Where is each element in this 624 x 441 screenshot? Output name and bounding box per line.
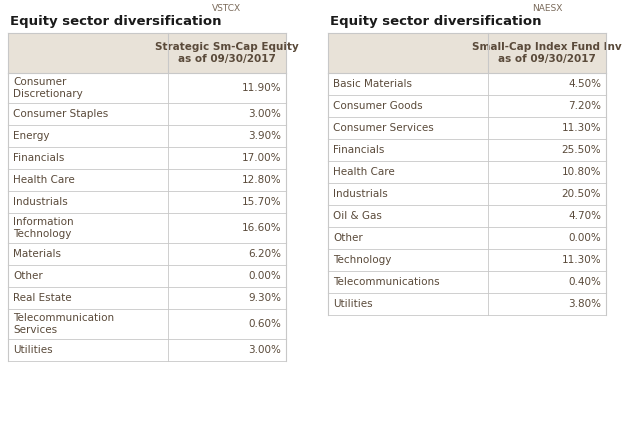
Text: Consumer
Discretionary: Consumer Discretionary — [13, 77, 83, 99]
Text: 3.00%: 3.00% — [248, 345, 281, 355]
Text: Basic Materials: Basic Materials — [333, 79, 412, 89]
Text: Technology: Technology — [333, 255, 391, 265]
Text: Telecommunications: Telecommunications — [333, 277, 440, 287]
Text: 10.80%: 10.80% — [562, 167, 601, 177]
Text: Energy: Energy — [13, 131, 49, 141]
Text: 0.40%: 0.40% — [568, 277, 601, 287]
Text: 11.30%: 11.30% — [562, 123, 601, 133]
Text: Small-Cap Index Fund Inv
as of 09/30/2017: Small-Cap Index Fund Inv as of 09/30/201… — [472, 42, 622, 64]
Text: Health Care: Health Care — [333, 167, 395, 177]
Text: 16.60%: 16.60% — [241, 223, 281, 233]
Text: 0.00%: 0.00% — [568, 233, 601, 243]
Text: Equity sector diversification: Equity sector diversification — [330, 15, 542, 28]
Text: Real Estate: Real Estate — [13, 293, 72, 303]
Text: Materials: Materials — [13, 249, 61, 259]
Text: 25.50%: 25.50% — [562, 145, 601, 155]
Text: Industrials: Industrials — [13, 197, 68, 207]
Text: Utilities: Utilities — [333, 299, 373, 309]
Text: 4.50%: 4.50% — [568, 79, 601, 89]
Text: Equity sector diversification: Equity sector diversification — [10, 15, 222, 28]
Text: 12.80%: 12.80% — [241, 175, 281, 185]
Bar — [328, 33, 606, 73]
Text: 11.30%: 11.30% — [562, 255, 601, 265]
Text: 0.60%: 0.60% — [248, 319, 281, 329]
Text: 0.00%: 0.00% — [248, 271, 281, 281]
Text: 6.20%: 6.20% — [248, 249, 281, 259]
Text: 11.90%: 11.90% — [241, 83, 281, 93]
Text: Oil & Gas: Oil & Gas — [333, 211, 382, 221]
Text: Information
Technology: Information Technology — [13, 217, 74, 239]
Text: Consumer Services: Consumer Services — [333, 123, 434, 133]
Text: Telecommunication
Services: Telecommunication Services — [13, 313, 114, 335]
Text: Industrials: Industrials — [333, 189, 388, 199]
Text: Utilities: Utilities — [13, 345, 52, 355]
Text: Other: Other — [13, 271, 43, 281]
Text: Financials: Financials — [13, 153, 64, 163]
Text: Other: Other — [333, 233, 363, 243]
Text: 3.00%: 3.00% — [248, 109, 281, 119]
Text: Financials: Financials — [333, 145, 384, 155]
Text: Consumer Staples: Consumer Staples — [13, 109, 108, 119]
Text: Health Care: Health Care — [13, 175, 75, 185]
Text: 4.70%: 4.70% — [568, 211, 601, 221]
Bar — [8, 33, 286, 73]
Text: Consumer Goods: Consumer Goods — [333, 101, 422, 111]
Text: Strategic Sm-Cap Equity
as of 09/30/2017: Strategic Sm-Cap Equity as of 09/30/2017 — [155, 42, 299, 64]
Text: VSTCX: VSTCX — [212, 4, 241, 13]
Text: 15.70%: 15.70% — [241, 197, 281, 207]
Text: 20.50%: 20.50% — [562, 189, 601, 199]
Text: 3.80%: 3.80% — [568, 299, 601, 309]
Text: 17.00%: 17.00% — [241, 153, 281, 163]
Text: 9.30%: 9.30% — [248, 293, 281, 303]
Text: 3.90%: 3.90% — [248, 131, 281, 141]
Text: 7.20%: 7.20% — [568, 101, 601, 111]
Text: NAESX: NAESX — [532, 4, 562, 13]
